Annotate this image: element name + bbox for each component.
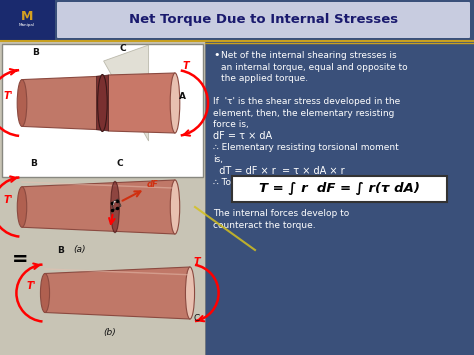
FancyBboxPatch shape bbox=[2, 44, 203, 177]
Polygon shape bbox=[22, 180, 175, 234]
Text: =: = bbox=[12, 250, 28, 269]
Text: element, then, the elementary resisting: element, then, the elementary resisting bbox=[213, 109, 394, 118]
Text: •: • bbox=[213, 50, 219, 60]
Polygon shape bbox=[104, 45, 149, 141]
Polygon shape bbox=[22, 76, 100, 130]
Bar bbox=[0, 42, 205, 355]
Text: dT = dF × r  = τ × dA × r: dT = dF × r = τ × dA × r bbox=[213, 165, 345, 175]
Text: Net Torque Due to Internal Stresses: Net Torque Due to Internal Stresses bbox=[129, 13, 398, 27]
Text: T = ∫ r  dF = ∫ r(τ dA): T = ∫ r dF = ∫ r(τ dA) bbox=[259, 182, 420, 195]
Text: an internal torque, equal and opposite to: an internal torque, equal and opposite t… bbox=[221, 62, 408, 71]
Text: force is,: force is, bbox=[213, 120, 249, 130]
Ellipse shape bbox=[40, 273, 50, 312]
Ellipse shape bbox=[98, 75, 107, 131]
Text: C: C bbox=[194, 314, 200, 323]
Ellipse shape bbox=[111, 181, 119, 233]
Ellipse shape bbox=[170, 73, 180, 133]
Text: T': T' bbox=[27, 281, 36, 291]
Text: is,: is, bbox=[213, 155, 223, 164]
Ellipse shape bbox=[185, 267, 194, 319]
Ellipse shape bbox=[170, 180, 180, 234]
Ellipse shape bbox=[17, 187, 27, 227]
Text: ∴ Elementary resisting torsional moment: ∴ Elementary resisting torsional moment bbox=[213, 143, 399, 153]
Text: T: T bbox=[194, 257, 201, 267]
Text: If  'τ' is the shear stress developed in the: If 'τ' is the shear stress developed in … bbox=[213, 98, 400, 106]
FancyBboxPatch shape bbox=[57, 2, 470, 38]
Ellipse shape bbox=[17, 80, 27, 126]
Text: B: B bbox=[32, 48, 39, 57]
Polygon shape bbox=[96, 75, 109, 131]
Text: r: r bbox=[113, 200, 116, 206]
Bar bbox=[205, 42, 474, 355]
Text: M: M bbox=[21, 11, 33, 23]
Bar bbox=[0, 0, 55, 40]
Text: Net of the internal shearing stresses is: Net of the internal shearing stresses is bbox=[221, 51, 397, 60]
Text: T': T' bbox=[4, 91, 14, 101]
Text: C: C bbox=[120, 44, 127, 53]
Text: T: T bbox=[183, 61, 190, 71]
Text: counteract the torque.: counteract the torque. bbox=[213, 221, 316, 230]
Text: A: A bbox=[179, 92, 186, 101]
Text: (a): (a) bbox=[74, 245, 86, 254]
Text: dF: dF bbox=[147, 180, 159, 189]
Polygon shape bbox=[109, 73, 175, 133]
Text: the applied torque.: the applied torque. bbox=[221, 74, 308, 83]
Polygon shape bbox=[45, 267, 190, 319]
Text: T': T' bbox=[4, 195, 14, 205]
Text: Manipal: Manipal bbox=[19, 23, 35, 27]
Text: B: B bbox=[30, 159, 37, 168]
Text: The internal forces develop to: The internal forces develop to bbox=[213, 209, 349, 218]
FancyBboxPatch shape bbox=[232, 175, 447, 202]
Text: C: C bbox=[117, 159, 124, 168]
Text: ∴ Total resisting torsional moment is,: ∴ Total resisting torsional moment is, bbox=[213, 178, 381, 187]
Text: B: B bbox=[57, 246, 64, 255]
Text: (b): (b) bbox=[104, 328, 117, 337]
Text: dF = τ × dA: dF = τ × dA bbox=[213, 131, 272, 141]
